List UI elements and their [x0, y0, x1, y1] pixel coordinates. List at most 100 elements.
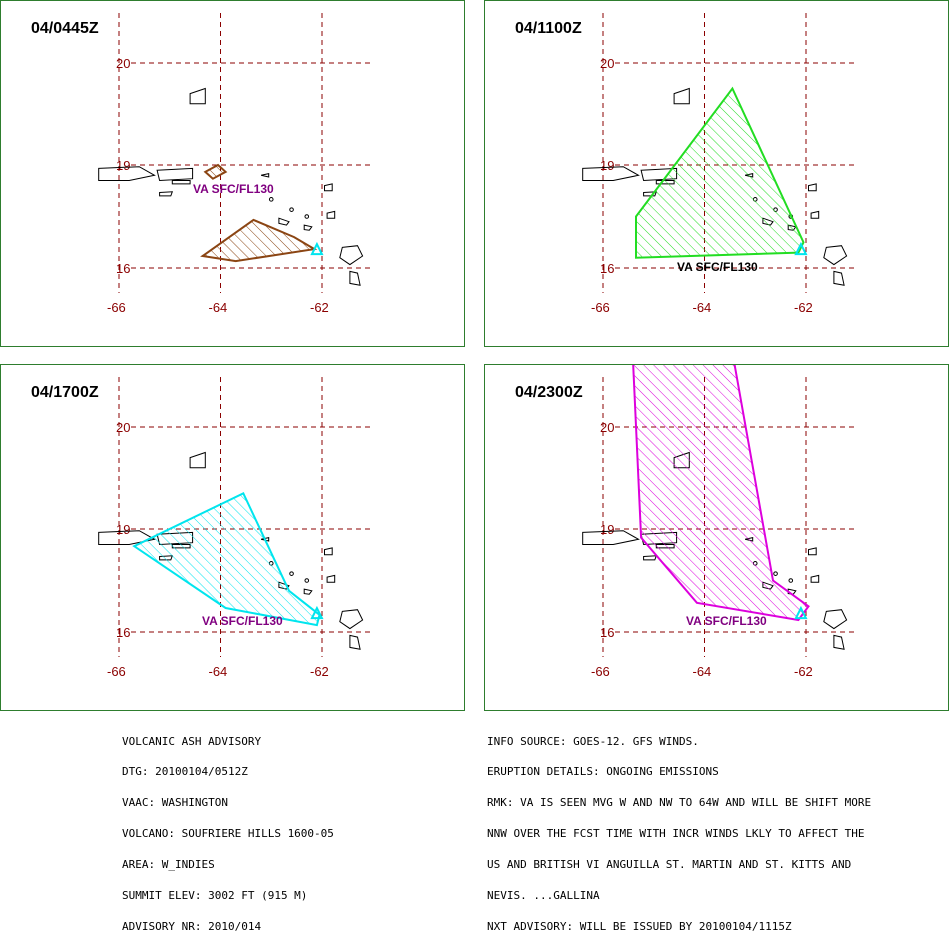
advisory-area: AREA: W_INDIES	[122, 858, 215, 872]
forecast-panel-1100z: 04/1100Z 20 19 16 -66 -64 -62 VA SFC/FL130	[484, 0, 949, 347]
puerto-rico-coast	[156, 167, 194, 182]
lat-tick-label: 20	[116, 56, 130, 71]
advisory-remarks: RMK: VA IS SEEN MVG W AND NW TO 64W AND …	[487, 796, 872, 810]
lat-tick-label: 16	[600, 625, 614, 640]
lat-tick-label: 19	[600, 522, 614, 537]
advisory-summit-elev: SUMMIT ELEV: 3002 FT (915 M)	[122, 889, 308, 903]
advisory-remarks-cont: US AND BRITISH VI ANGUILLA ST. MARTIN AN…	[487, 858, 852, 872]
barbuda-coast	[324, 183, 333, 192]
nevis-coast	[303, 224, 313, 231]
lat-tick-label: 19	[116, 158, 130, 173]
antigua-coast	[810, 210, 820, 219]
map-canvas: 20 19 16 -66 -64 -62 VA SFC/FL130	[582, 13, 855, 315]
map-canvas: 20 19 16 -66 -64 -62 VA SFC/FL130	[98, 13, 371, 315]
dominica-coast	[833, 270, 845, 286]
forecast-panel-0445z: 04/0445Z 20 19 16 -66 -64 -62 VA SFC/FL130	[0, 0, 465, 347]
antigua-coast	[326, 574, 336, 583]
nevis-coast	[303, 588, 313, 595]
islet	[289, 571, 294, 576]
ash-cloud-polygon	[132, 491, 321, 627]
lat-tick-label: 16	[116, 261, 130, 276]
virgin-islands-coast	[189, 87, 206, 105]
barbuda-coast	[324, 547, 333, 556]
va-flight-level-label: VA SFC/FL130	[202, 614, 283, 628]
lat-tick-label: 20	[600, 420, 614, 435]
panel-time-title: 04/0445Z	[31, 20, 99, 37]
ash-cloud-polygon	[203, 163, 228, 180]
advisory-header-text: VOLCANIC ASH ADVISORY DTG: 20100104/0512…	[122, 716, 334, 943]
volcano-marker	[794, 605, 808, 620]
lat-tick-label: 20	[116, 420, 130, 435]
map-canvas: 20 19 16 -66 -64 -62 VA SFC/FL130	[98, 377, 371, 679]
islet	[773, 571, 778, 576]
lon-tick-label: -66	[591, 300, 610, 315]
vieques-coast	[159, 191, 174, 197]
volcano-marker	[310, 241, 324, 256]
panel-time-title: 04/2300Z	[515, 384, 583, 401]
va-flight-level-label: VA SFC/FL130	[686, 614, 767, 628]
guadeloupe-coast	[339, 245, 364, 266]
advisory-volcano: VOLCANO: SOUFRIERE HILLS 1600-05	[122, 827, 334, 841]
lat-tick-label: 16	[116, 625, 130, 640]
lon-tick-label: -64	[209, 300, 228, 315]
forecast-panel-1700z: 04/1700Z 20 19 16 -66 -64 -62 VA SFC/FL130	[0, 364, 465, 711]
dominica-coast	[349, 634, 361, 650]
advisory-eruption-details: ERUPTION DETAILS: ONGOING EMISSIONS	[487, 765, 719, 779]
guadeloupe-coast	[823, 245, 848, 266]
stcroix-coast	[171, 180, 191, 185]
islet	[788, 578, 794, 583]
virgin-islands-coast	[673, 87, 690, 105]
islet	[304, 578, 310, 583]
advisory-remarks-cont: NEVIS. ...GALLINA	[487, 889, 600, 903]
panel-time-title: 04/1700Z	[31, 384, 99, 401]
lon-tick-label: -64	[693, 664, 712, 679]
advisory-number: ADVISORY NR: 2010/014	[122, 919, 262, 933]
stkitts-coast	[278, 217, 290, 226]
guadeloupe-coast	[339, 609, 364, 630]
lat-tick-label: 16	[600, 261, 614, 276]
lon-tick-label: -64	[209, 664, 228, 679]
lon-tick-label: -66	[107, 664, 126, 679]
lon-tick-label: -62	[794, 664, 813, 679]
hispaniola-coast	[98, 166, 156, 181]
lon-tick-label: -64	[693, 300, 712, 315]
volcano-marker	[310, 605, 324, 620]
advisory-vaac: VAAC: WASHINGTON	[122, 796, 228, 810]
hispaniola-coast	[582, 166, 640, 181]
ash-cloud-polygon	[635, 86, 805, 259]
forecast-panel-2300z: 04/2300Z 20 19 16 -66 -64 -62 VA SFC/FL130	[484, 364, 949, 711]
antigua-coast	[326, 210, 336, 219]
advisory-next: NXT ADVISORY: WILL BE ISSUED BY 20100104…	[487, 919, 792, 933]
map-canvas: 20 19 16 -66 -64 -62 VA SFC/FL130	[582, 365, 855, 679]
lon-tick-label: -66	[591, 664, 610, 679]
barbuda-coast	[808, 547, 817, 556]
ash-cloud-polygon	[200, 218, 318, 263]
islet	[304, 214, 310, 219]
islet	[268, 197, 274, 202]
virgin-islands-coast	[189, 451, 206, 469]
lat-tick-label: 19	[600, 158, 614, 173]
vieques-coast	[643, 555, 658, 561]
islet	[289, 207, 294, 212]
volcano-marker	[794, 241, 808, 256]
panel-time-title: 04/1100Z	[515, 20, 582, 37]
anguilla-coast	[260, 172, 270, 178]
advisory-title: VOLCANIC ASH ADVISORY	[122, 734, 262, 748]
ash-cloud-polygon	[632, 365, 810, 622]
barbuda-coast	[808, 183, 817, 192]
lat-tick-label: 19	[116, 522, 130, 537]
lon-tick-label: -62	[310, 300, 329, 315]
advisory-remarks-cont: NNW OVER THE FCST TIME WITH INCR WINDS L…	[487, 827, 865, 841]
lon-tick-label: -62	[310, 664, 329, 679]
va-flight-level-label: VA SFC/FL130	[193, 182, 274, 196]
advisory-details-text: INFO SOURCE: GOES-12. GFS WINDS. ERUPTIO…	[487, 716, 871, 943]
dominica-coast	[833, 634, 845, 650]
advisory-info-source: INFO SOURCE: GOES-12. GFS WINDS.	[487, 734, 699, 748]
hispaniola-coast	[582, 530, 640, 545]
lon-tick-label: -66	[107, 300, 126, 315]
antigua-coast	[810, 574, 820, 583]
advisory-dtg: DTG: 20100104/0512Z	[122, 765, 248, 779]
lat-tick-label: 20	[600, 56, 614, 71]
dominica-coast	[349, 270, 361, 286]
lon-tick-label: -62	[794, 300, 813, 315]
